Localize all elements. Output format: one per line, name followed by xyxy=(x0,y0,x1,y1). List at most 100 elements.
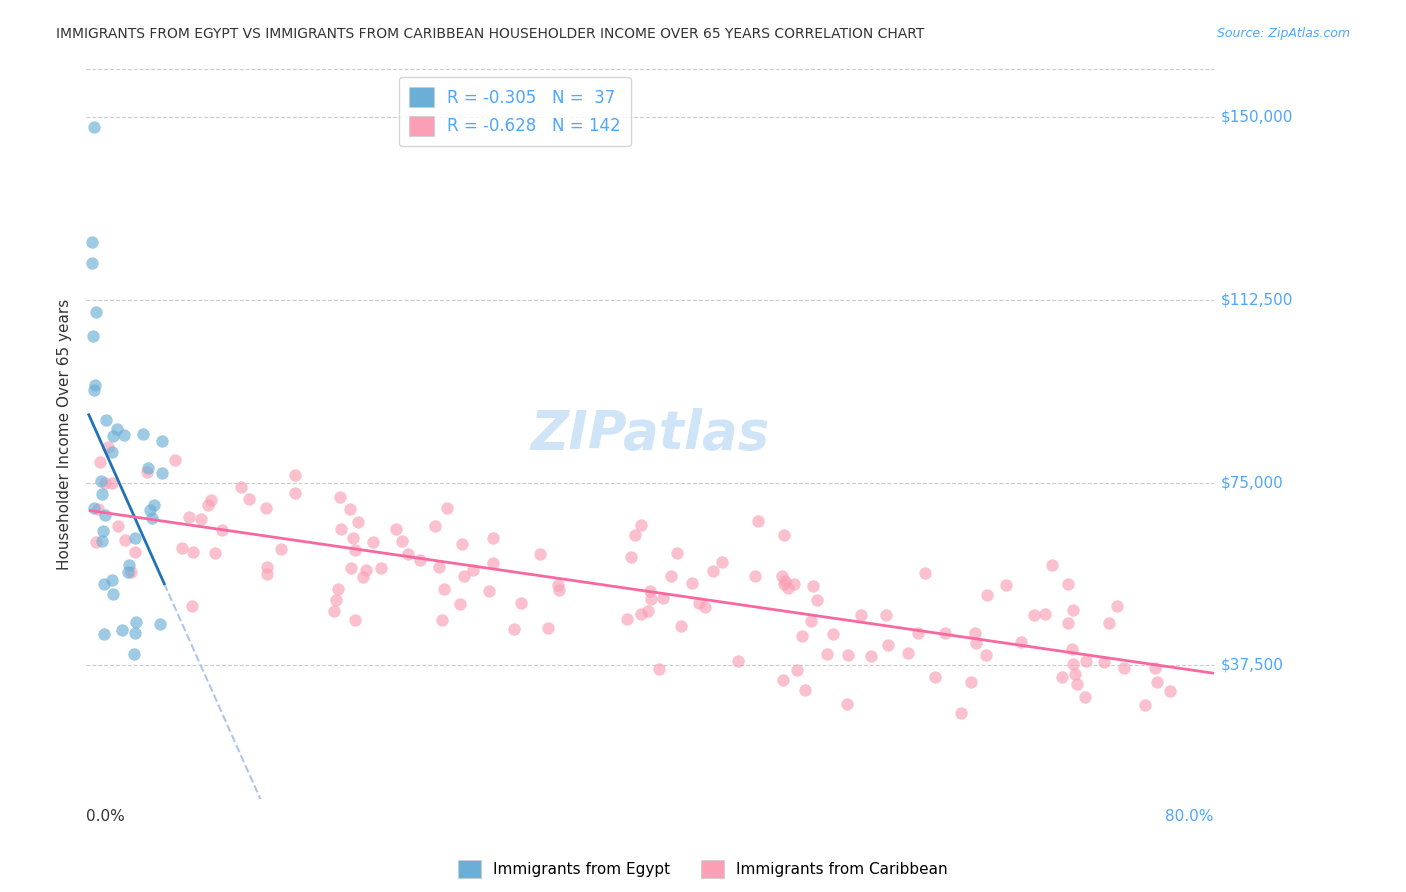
Text: IMMIGRANTS FROM EGYPT VS IMMIGRANTS FROM CARIBBEAN HOUSEHOLDER INCOME OVER 65 YE: IMMIGRANTS FROM EGYPT VS IMMIGRANTS FROM… xyxy=(56,27,925,41)
Point xyxy=(423,519,446,533)
Point xyxy=(141,511,163,525)
Point xyxy=(80,256,103,270)
Point xyxy=(172,541,194,556)
Point xyxy=(815,647,838,661)
Point xyxy=(537,621,560,635)
Point xyxy=(1105,599,1128,613)
Point xyxy=(1146,675,1168,690)
Point xyxy=(179,509,201,524)
Point xyxy=(346,516,368,530)
Text: ZIPatlas: ZIPatlas xyxy=(530,408,769,460)
Point xyxy=(430,613,453,627)
Point xyxy=(352,569,374,583)
Point xyxy=(907,626,929,640)
Point xyxy=(681,575,703,590)
Point xyxy=(124,545,146,559)
Point xyxy=(637,604,659,618)
Point xyxy=(1133,698,1156,712)
Point xyxy=(821,627,844,641)
Point xyxy=(1052,670,1074,684)
Point xyxy=(671,619,693,633)
Point xyxy=(510,596,533,610)
Point xyxy=(94,413,117,427)
Point xyxy=(624,528,647,542)
Point xyxy=(772,673,794,688)
Point xyxy=(783,577,806,591)
Point xyxy=(1022,608,1045,623)
Point xyxy=(120,566,142,580)
Point xyxy=(800,614,823,628)
Point xyxy=(361,535,384,549)
Point xyxy=(122,647,145,661)
Point xyxy=(786,663,808,677)
Point xyxy=(131,426,153,441)
Point xyxy=(150,466,173,480)
Point xyxy=(84,535,107,549)
Point xyxy=(727,654,749,668)
Point xyxy=(1144,661,1167,675)
Text: $75,000: $75,000 xyxy=(1220,475,1284,490)
Point xyxy=(384,522,406,536)
Point xyxy=(793,683,815,698)
Text: 80.0%: 80.0% xyxy=(1166,809,1213,824)
Text: $112,500: $112,500 xyxy=(1220,293,1292,308)
Point xyxy=(256,567,278,582)
Point xyxy=(163,453,186,467)
Point xyxy=(620,550,643,565)
Point xyxy=(80,235,103,249)
Point xyxy=(616,612,638,626)
Point xyxy=(89,474,111,488)
Point xyxy=(652,591,675,606)
Point xyxy=(93,577,115,591)
Point xyxy=(101,444,124,458)
Point xyxy=(344,543,367,558)
Point xyxy=(118,558,141,572)
Point xyxy=(124,615,146,630)
Point xyxy=(547,583,569,598)
Point xyxy=(976,588,998,602)
Point xyxy=(87,502,110,516)
Point xyxy=(965,626,987,640)
Point xyxy=(659,569,682,583)
Point xyxy=(138,461,160,475)
Point xyxy=(83,500,105,515)
Point xyxy=(101,428,124,442)
Point xyxy=(934,625,956,640)
Point xyxy=(773,576,796,591)
Point xyxy=(344,614,367,628)
Point xyxy=(328,582,350,597)
Point xyxy=(114,533,136,547)
Point xyxy=(391,533,413,548)
Point xyxy=(994,578,1017,592)
Point xyxy=(135,465,157,479)
Point xyxy=(859,649,882,664)
Point xyxy=(83,120,105,134)
Text: $150,000: $150,000 xyxy=(1220,110,1292,125)
Point xyxy=(773,574,796,588)
Point xyxy=(339,502,361,516)
Point xyxy=(792,629,814,643)
Point xyxy=(124,626,146,640)
Point xyxy=(124,532,146,546)
Point xyxy=(200,493,222,508)
Point xyxy=(427,559,450,574)
Point xyxy=(97,440,120,454)
Point xyxy=(529,548,551,562)
Point xyxy=(89,455,111,469)
Point xyxy=(897,646,920,660)
Point xyxy=(181,599,204,613)
Point xyxy=(229,480,252,494)
Point xyxy=(453,569,475,583)
Point xyxy=(1074,654,1097,668)
Point xyxy=(339,560,361,574)
Point xyxy=(83,384,105,398)
Point xyxy=(702,564,724,578)
Point xyxy=(284,467,307,482)
Point xyxy=(960,675,983,690)
Point xyxy=(666,546,689,560)
Point xyxy=(837,698,859,712)
Point xyxy=(105,422,128,436)
Point xyxy=(325,593,347,607)
Point xyxy=(112,427,135,442)
Point xyxy=(90,487,112,501)
